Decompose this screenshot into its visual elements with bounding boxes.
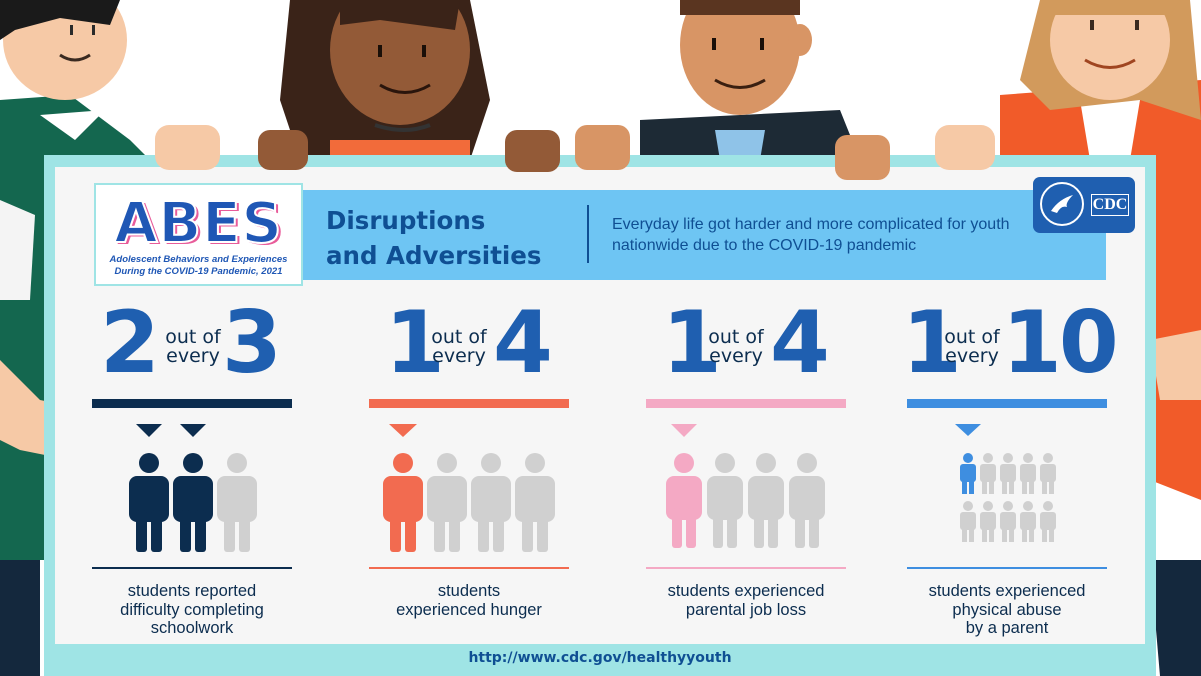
caption-line: experienced hunger — [396, 600, 542, 619]
stat-numerator: 1 — [662, 293, 722, 393]
banner-description: Everyday life got harder and more compli… — [612, 216, 1010, 254]
caption-line: parental job loss — [685, 600, 807, 619]
person-icon — [960, 501, 976, 542]
figure-group-hunger — [383, 424, 555, 552]
stat-hunger: 1 out of every 4 — [385, 300, 585, 396]
banner-title: Disruptions and Adversities — [326, 203, 596, 273]
pointer-arrow — [136, 424, 162, 437]
person-icon-highlighted — [666, 453, 702, 548]
connector-line-2: every — [432, 345, 486, 367]
caption-line: students experienced — [667, 582, 825, 600]
person-icon — [217, 453, 257, 552]
stat-numerator: 2 — [100, 293, 160, 393]
person-icon — [1020, 501, 1036, 542]
pointer-arrow — [955, 424, 981, 436]
person-icon — [748, 453, 784, 548]
stat-denominator: 10 — [1002, 293, 1119, 393]
caption-rule — [92, 567, 292, 569]
connector-line-1: out of — [431, 326, 487, 348]
connector-line-1: out of — [944, 326, 1000, 348]
person-icon-highlighted — [383, 453, 423, 552]
stat-denominator: 4 — [493, 293, 553, 393]
teen-boy-dark-jacket — [640, 0, 860, 160]
stat-caption-hunger: students experienced hunger — [369, 582, 569, 619]
stat-connector: out of every — [704, 328, 768, 366]
caption-line: schoolwork — [150, 619, 234, 637]
caption-line: by a parent — [965, 619, 1049, 637]
stat-caption-schoolwork: students reported difficulty completing … — [92, 582, 292, 638]
stat-job-loss: 1 out of every 4 — [662, 300, 862, 396]
caption-line: students experienced — [928, 582, 1086, 600]
abes-subtitle-line-1: Adolescent Behaviors and Experiences — [109, 254, 288, 265]
stat-caption-job-loss: students experienced parental job loss — [646, 582, 846, 619]
banner-title-line-2: and Adversities — [326, 241, 542, 270]
person-icon — [980, 501, 996, 542]
stat-connector: out of every — [940, 328, 1004, 366]
stat-physical-abuse: 1 out of every 10 — [902, 293, 1119, 396]
pointer-arrow — [671, 424, 697, 437]
person-icon — [1040, 501, 1056, 542]
abes-wordmark: ABES — [113, 190, 283, 257]
person-icon — [1000, 453, 1016, 494]
stat-caption-physical-abuse: students experienced physical abuse by a… — [907, 582, 1107, 638]
figure-group-physical-abuse — [955, 424, 1056, 542]
connector-line-2: every — [709, 345, 763, 367]
person-icon-highlighted — [129, 453, 169, 552]
person-icon — [707, 453, 743, 548]
stat-bar-job-loss — [646, 399, 846, 408]
person-icon — [427, 453, 467, 552]
cdc-wordmark: CDC — [1091, 194, 1129, 216]
stat-bar-schoolwork — [92, 399, 292, 408]
stat-connector: out of every — [161, 328, 225, 366]
caption-line: students reported — [127, 582, 257, 600]
footer-url-link[interactable]: http://www.cdc.gov/healthyyouth — [468, 650, 732, 666]
banner-title-line-1: Disruptions — [326, 206, 486, 235]
person-icon — [1020, 453, 1036, 494]
person-icon — [471, 453, 511, 552]
person-icon — [1000, 501, 1016, 542]
banner-divider — [587, 205, 589, 263]
connector-line-1: out of — [165, 326, 221, 348]
person-icon — [789, 453, 825, 548]
stat-bar-hunger — [369, 399, 569, 408]
connector-line-1: out of — [708, 326, 764, 348]
figure-group-job-loss — [666, 424, 825, 548]
title-banner — [303, 190, 1106, 280]
stat-numerator: 1 — [902, 293, 962, 393]
stat-denominator: 4 — [770, 293, 830, 393]
caption-line: students — [437, 582, 501, 600]
pointer-arrow — [180, 424, 206, 437]
person-icon — [515, 453, 555, 552]
stat-numerator: 1 — [385, 293, 445, 393]
teen-girl-orange-top — [280, 0, 490, 160]
person-icon-highlighted — [173, 453, 213, 552]
caption-rule — [907, 567, 1107, 569]
stat-bar-physical-abuse — [907, 399, 1107, 408]
abes-subtitle: Adolescent Behaviors and Experiences Dur… — [96, 254, 301, 278]
abes-subtitle-line-2: During the COVID-19 Pandemic, 2021 — [114, 266, 283, 277]
pointer-arrow — [389, 424, 417, 437]
stat-schoolwork: 2 out of every 3 — [100, 300, 300, 396]
hhs-eagle-icon — [1040, 182, 1084, 226]
person-icon — [980, 453, 996, 494]
connector-line-2: every — [166, 345, 220, 367]
stat-denominator: 3 — [222, 293, 282, 393]
figure-group-schoolwork — [129, 424, 257, 552]
caption-rule — [646, 567, 846, 569]
connector-line-2: every — [945, 345, 999, 367]
person-icon — [1040, 453, 1056, 494]
stat-connector: out of every — [427, 328, 491, 366]
caption-rule — [369, 567, 569, 569]
person-icon-highlighted — [960, 453, 976, 494]
caption-line: difficulty completing — [120, 600, 264, 619]
abes-logo: ABES Adolescent Behaviors and Experience… — [94, 183, 303, 286]
caption-line: physical abuse — [952, 600, 1062, 619]
